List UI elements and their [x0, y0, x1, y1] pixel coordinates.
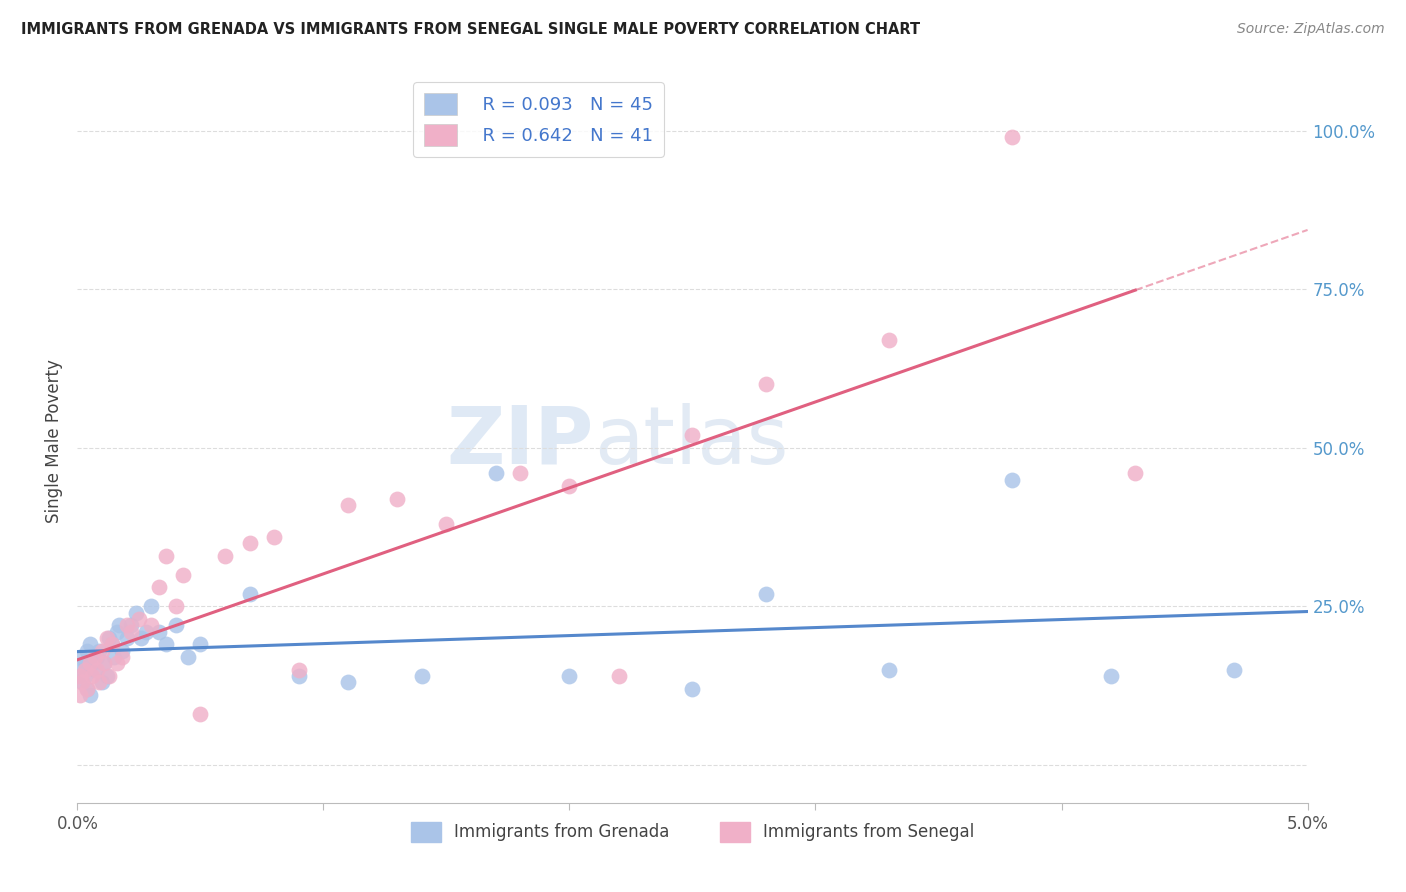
Point — [105, 657, 128, 671]
Point — [93, 657, 115, 671]
Point — [83, 663, 105, 677]
Point — [1001, 130, 1024, 145]
Point — [105, 624, 128, 639]
Point — [148, 624, 170, 639]
Point — [76, 681, 98, 696]
Point — [83, 650, 105, 665]
Text: IMMIGRANTS FROM GRENADA VS IMMIGRANTS FROM SENEGAL SINGLE MALE POVERTY CORRELATI: IMMIGRANTS FROM GRENADA VS IMMIGRANTS FR… — [21, 22, 920, 37]
Point — [177, 650, 200, 665]
Point — [155, 549, 177, 563]
Point — [337, 498, 360, 512]
Point — [101, 637, 124, 651]
Point — [188, 637, 212, 651]
Point — [148, 580, 170, 594]
Point — [128, 612, 150, 626]
Point — [755, 377, 778, 392]
Legend: Immigrants from Grenada, Immigrants from Senegal: Immigrants from Grenada, Immigrants from… — [404, 815, 981, 848]
Point — [79, 637, 101, 651]
Point — [73, 657, 96, 671]
Point — [558, 669, 581, 683]
Point — [115, 631, 138, 645]
Point — [172, 567, 194, 582]
Point — [141, 618, 163, 632]
Point — [239, 587, 262, 601]
Point — [337, 675, 360, 690]
Point — [98, 669, 121, 683]
Point — [98, 631, 121, 645]
Point — [1001, 473, 1024, 487]
Point — [411, 669, 433, 683]
Point — [682, 681, 704, 696]
Point — [76, 681, 98, 696]
Point — [129, 631, 153, 645]
Point — [115, 618, 138, 632]
Point — [111, 643, 132, 657]
Text: atlas: atlas — [595, 402, 789, 481]
Y-axis label: Single Male Poverty: Single Male Poverty — [45, 359, 63, 524]
Point — [90, 643, 114, 657]
Point — [485, 467, 508, 481]
Point — [509, 467, 531, 481]
Point — [70, 675, 93, 690]
Point — [165, 618, 187, 632]
Point — [155, 637, 177, 651]
Point — [103, 650, 125, 665]
Point — [70, 663, 93, 677]
Point — [101, 637, 124, 651]
Point — [239, 536, 262, 550]
Point — [108, 618, 131, 632]
Point — [188, 707, 212, 722]
Point — [69, 669, 91, 683]
Point — [879, 663, 901, 677]
Point — [90, 675, 114, 690]
Point — [73, 663, 96, 677]
Point — [93, 657, 115, 671]
Point — [69, 650, 91, 665]
Point — [86, 650, 108, 665]
Point — [682, 428, 704, 442]
Point — [111, 650, 132, 665]
Point — [141, 599, 163, 614]
Point — [96, 669, 118, 683]
Point — [755, 587, 778, 601]
Point — [135, 624, 157, 639]
Point — [288, 663, 311, 677]
Point — [263, 530, 285, 544]
Point — [125, 606, 148, 620]
Point — [76, 643, 98, 657]
Point — [79, 657, 101, 671]
Point — [96, 631, 118, 645]
Point — [607, 669, 630, 683]
Point — [89, 643, 111, 657]
Point — [73, 669, 96, 683]
Point — [879, 333, 901, 347]
Point — [214, 549, 236, 563]
Point — [70, 675, 93, 690]
Point — [288, 669, 311, 683]
Point — [69, 688, 91, 702]
Point — [1125, 467, 1147, 481]
Point — [436, 516, 458, 531]
Point — [558, 479, 581, 493]
Point — [82, 657, 104, 671]
Point — [79, 688, 101, 702]
Text: ZIP: ZIP — [447, 402, 595, 481]
Point — [89, 675, 111, 690]
Point — [385, 491, 409, 506]
Point — [121, 618, 143, 632]
Point — [82, 669, 104, 683]
Point — [165, 599, 187, 614]
Point — [121, 624, 143, 639]
Point — [86, 663, 108, 677]
Text: Source: ZipAtlas.com: Source: ZipAtlas.com — [1237, 22, 1385, 37]
Point — [1099, 669, 1122, 683]
Point — [1223, 663, 1246, 677]
